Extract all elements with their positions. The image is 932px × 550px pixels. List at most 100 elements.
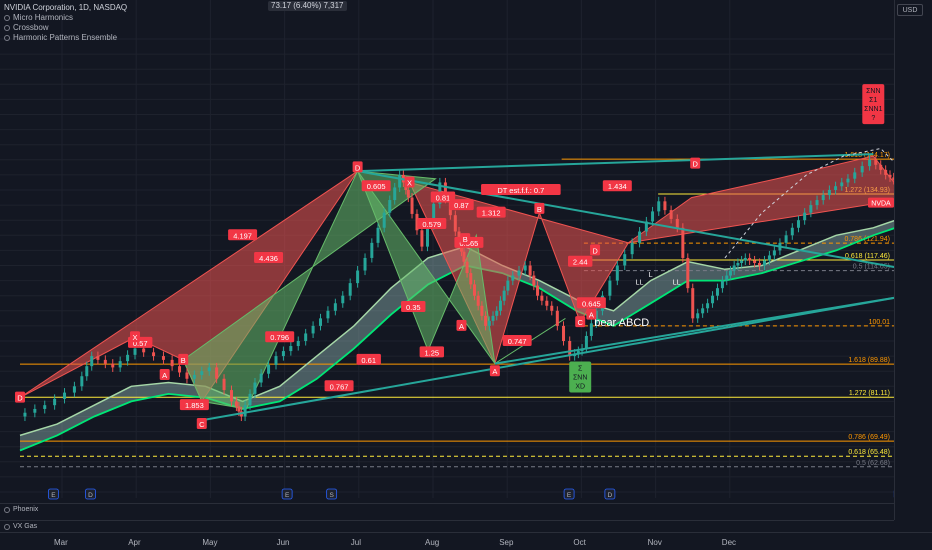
point-label-box [534,202,545,214]
x-tick-label: Apr [128,538,141,547]
point-label: B [537,205,542,214]
candle-body [33,408,37,413]
point-label: B [463,235,468,244]
candle-body [333,303,337,311]
candle-body [453,215,457,232]
point-label-box [404,176,415,188]
point-label: A [492,367,497,376]
candle-body [834,186,838,190]
candle-body [511,275,515,281]
point-label-box [178,353,189,365]
candle-body [615,265,619,281]
signal-line: ΣNN [573,375,587,382]
ratio-label: 0.35 [406,303,421,312]
candle-body [410,197,414,214]
x-tick-label: Jun [276,538,290,547]
symbol-title[interactable]: NVIDIA Corporation, 1D, NASDAQ [4,3,128,12]
candle-body [222,378,226,391]
indicator-row-harmonic-ensemble[interactable]: Harmonic Patterns Ensemble [4,33,127,43]
candle-body [528,265,532,276]
ratio-label-box [476,206,506,218]
candle-body [753,260,757,263]
ratio-label: 0.747 [508,337,527,346]
candle-body [879,164,883,170]
candle-body [502,290,506,301]
candle-body [363,257,367,271]
ema-ribbon [20,216,907,451]
candle-body [681,227,685,258]
ratio-label-box [356,353,381,365]
candle-body [319,318,323,326]
candle-body [623,254,627,266]
candle-body [289,346,293,352]
ratio-label-box [419,346,445,358]
candle-body [815,200,819,206]
pane-eye-icon[interactable] [4,506,10,513]
ratio-label: 0.57 [133,339,148,348]
signal-line: ΣNN1 [864,106,882,113]
price-axis[interactable] [894,0,932,520]
candle-body [356,270,360,284]
signal-line: XD [575,384,585,391]
candle-body [281,351,285,357]
indicator-eye-icon[interactable] [4,15,10,21]
ratio-label: 1.312 [482,209,501,218]
x-tick-label: Mar [54,538,68,547]
indicator-eye-icon[interactable] [4,35,10,41]
point-label: X [407,178,412,187]
indicator-eye-icon[interactable] [4,25,10,31]
indicator-row-micro-harmonics[interactable]: Micro Harmonics [4,13,127,23]
candle-body [370,242,374,258]
ratio-label-box [449,199,474,211]
candle-body [715,288,719,296]
candle-body [860,166,864,173]
indicator-row-crossbow[interactable]: Crossbow [4,23,127,33]
currency-selector[interactable]: USD [897,4,923,16]
ratio-label-box [430,191,456,203]
candle-body [728,270,732,276]
fib-level-label: 1.618 (144.17) [844,152,890,159]
event-marker: E [285,492,290,499]
point-label-box [15,391,25,403]
ratio-label: 4.197 [233,231,252,240]
x-tick-label: Sep [499,538,514,547]
x-tick-label: May [202,538,218,547]
point-label: X [133,333,138,342]
candle-body [133,348,137,355]
event-marker: E [51,492,56,499]
candle-body [762,260,766,266]
swing-marker: L [649,272,653,279]
trendline [357,153,874,173]
candle-body [644,221,648,232]
pane-eye-icon[interactable] [4,523,10,530]
pane-vx-gas[interactable]: VX Gas [0,520,894,531]
signal-box [862,84,885,125]
ratio-label-box [568,255,593,267]
candle-body [457,231,461,242]
ratio-label-box [481,184,561,195]
pane-label: VX Gas [13,523,38,530]
candle-body [393,187,397,201]
candle-body [274,356,278,365]
point-label: A [162,371,167,380]
pane-phoenix[interactable]: Phoenix [0,503,894,514]
candle-body [229,390,233,402]
candle-body [748,257,752,261]
candle-body [341,295,345,304]
symbol-tag: NVDA [871,201,891,208]
candle-body [382,212,386,228]
time-axis[interactable]: Mar Apr May Jun Jul Aug Sep Oct Nov Dec [0,532,932,550]
point-label: B [181,356,186,365]
candle-body [506,280,510,291]
fib-level-label: 100.01 [869,319,891,326]
candle-body [498,300,502,311]
bull-pattern [182,170,437,410]
candle-body [720,280,724,289]
candle-body [608,280,612,296]
fib-level-label: 0.786 (69.49) [848,434,890,441]
candle-body [326,310,330,319]
point-label-box [489,365,500,377]
candle-body [63,392,67,399]
point-label-box [159,368,170,380]
